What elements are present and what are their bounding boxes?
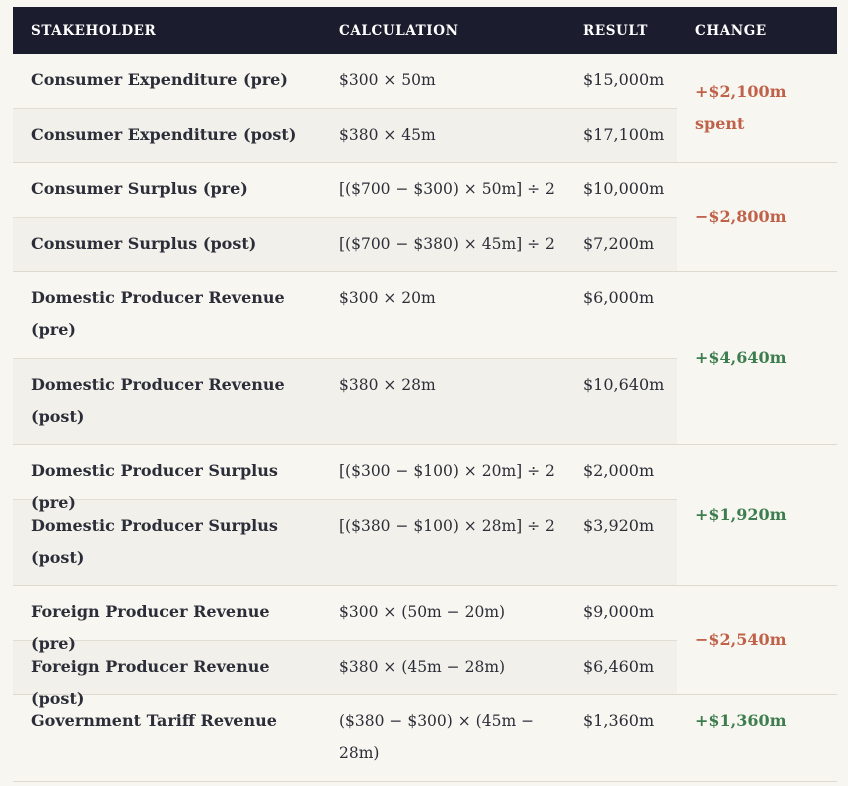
stakeholder-cell: Domestic Producer Surplus (pre) [31,461,278,512]
calculation-cell: [($700 − $300) × 50m] ÷ 2 [339,180,555,198]
change-value: +$4,640m [695,348,787,367]
table-row: Domestic Producer Revenue (post) $380 × … [13,358,677,444]
calculation-cell: $300 × 50m [339,71,436,89]
table-row: Domestic Producer Revenue (pre) $300 × 2… [13,272,677,358]
stakeholder-cell: Foreign Producer Revenue (post) [31,657,270,708]
change-cell: +$4,640m [677,272,837,444]
table-row: Consumer Surplus (pre) [($700 − $300) × … [13,163,677,217]
table-group-consumer-surplus: Consumer Surplus (pre) [($700 − $300) × … [13,163,837,272]
calculation-cell: $300 × 20m [339,289,436,307]
calculation-cell: $380 × 28m [339,376,436,394]
stakeholder-cell: Government Tariff Revenue [31,711,277,730]
header-change: CHANGE [695,22,767,39]
result-cell: $10,640m [583,375,665,394]
stakeholder-cell: Domestic Producer Revenue (post) [31,375,285,426]
result-cell: $10,000m [583,179,665,198]
welfare-table: STAKEHOLDER CALCULATION RESULT CHANGE Co… [13,7,837,782]
stakeholder-cell: Domestic Producer Revenue (pre) [31,288,285,339]
change-cell: +$1,920m [677,445,837,585]
result-cell: $2,000m [583,461,655,480]
table-group-foreign-producer-revenue: Foreign Producer Revenue (pre) $300 × (5… [13,586,837,708]
change-value: −$2,540m [695,630,787,649]
change-value: +$1,920m [695,505,787,524]
result-cell: $9,000m [583,602,655,621]
table-row: Domestic Producer Surplus (pre) [($300 −… [13,445,677,512]
result-cell: $17,100m [583,125,665,144]
change-cell: −$2,540m [677,586,837,694]
table-row: Foreign Producer Revenue (pre) $300 × (5… [13,586,677,653]
stakeholder-cell: Consumer Expenditure (post) [31,125,297,144]
group-rows: Domestic Producer Surplus (pre) [($300 −… [13,445,677,585]
table-row: Consumer Expenditure (post) $380 × 45m $… [13,108,677,162]
calculation-cell: $300 × (50m − 20m) [339,603,506,621]
result-cell: $7,200m [583,234,655,253]
result-cell: $1,360m [583,711,655,730]
calculation-cell: [($300 − $100) × 20m] ÷ 2 [339,462,555,480]
table-row: Foreign Producer Revenue (post) $380 × (… [13,640,677,708]
stakeholder-cell: Consumer Surplus (pre) [31,179,248,198]
table-group-government-tariff-revenue: Government Tariff Revenue ($380 − $300) … [13,695,837,782]
group-rows: Consumer Expenditure (pre) $300 × 50m $1… [13,54,677,162]
stakeholder-cell: Domestic Producer Surplus (post) [31,516,278,567]
change-cell: −$2,800m [677,163,837,271]
table-group-domestic-producer-revenue: Domestic Producer Revenue (pre) $300 × 2… [13,272,837,445]
stakeholder-cell: Consumer Surplus (post) [31,234,257,253]
table-row: Consumer Surplus (post) [($700 − $380) ×… [13,217,677,271]
table-row: Government Tariff Revenue ($380 − $300) … [13,695,677,781]
stakeholder-cell: Consumer Expenditure (pre) [31,70,288,89]
table-header: STAKEHOLDER CALCULATION RESULT CHANGE [13,7,837,54]
group-rows: Government Tariff Revenue ($380 − $300) … [13,695,677,781]
table-row: Consumer Expenditure (pre) $300 × 50m $1… [13,54,677,108]
change-value: −$2,800m [695,207,787,226]
header-calculation: CALCULATION [339,22,459,39]
calculation-cell: ($380 − $300) × (45m − 28m) [339,712,535,762]
table-group-consumer-expenditure: Consumer Expenditure (pre) $300 × 50m $1… [13,54,837,163]
stakeholder-cell: Foreign Producer Revenue (pre) [31,602,270,653]
change-value: +$1,360m [695,711,787,730]
table-row: Domestic Producer Surplus (post) [($380 … [13,499,677,585]
calculation-cell: [($700 − $380) × 45m] ÷ 2 [339,235,555,253]
calculation-cell: $380 × (45m − 28m) [339,658,506,676]
result-cell: $3,920m [583,516,655,535]
change-value: +$2,100m spent [695,82,787,133]
calculation-cell: $380 × 45m [339,126,436,144]
result-cell: $15,000m [583,70,665,89]
table-group-domestic-producer-surplus: Domestic Producer Surplus (pre) [($300 −… [13,445,837,586]
change-cell: +$2,100m spent [677,54,837,162]
header-result: RESULT [583,22,649,39]
result-cell: $6,460m [583,657,655,676]
group-rows: Domestic Producer Revenue (pre) $300 × 2… [13,272,677,444]
change-cell: +$1,360m [677,695,837,781]
calculation-cell: [($380 − $100) × 28m] ÷ 2 [339,517,555,535]
result-cell: $6,000m [583,288,655,307]
header-stakeholder: STAKEHOLDER [31,22,157,39]
group-rows: Foreign Producer Revenue (pre) $300 × (5… [13,586,677,708]
group-rows: Consumer Surplus (pre) [($700 − $300) × … [13,163,677,271]
